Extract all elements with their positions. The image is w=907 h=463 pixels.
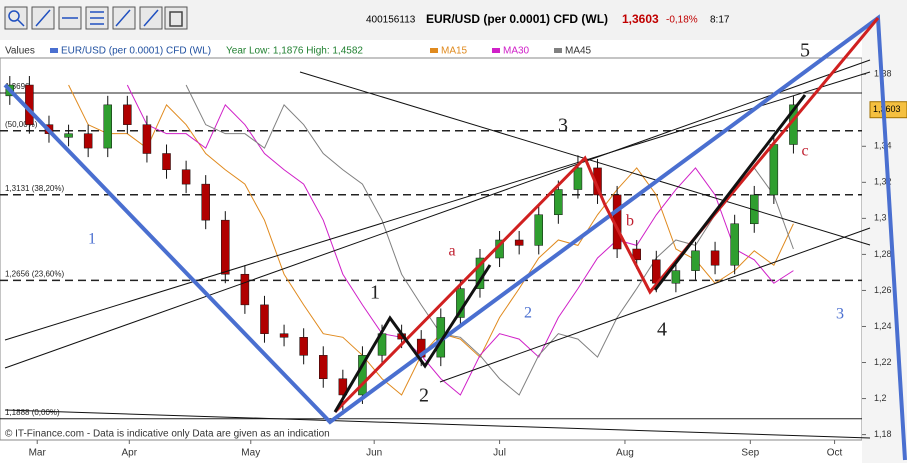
instrument-id: 400156113: [366, 15, 416, 26]
y-tick-label: 1,22: [874, 357, 892, 367]
instrument-name: EUR/USD (per 0.0001) CFD (WL): [426, 12, 608, 26]
legend-title: Values: [5, 46, 35, 57]
header-price: 1,3603: [622, 12, 659, 26]
annotations: 1 2 3 4 5 1 2 3 a b c: [88, 40, 844, 407]
candle-body: [64, 133, 73, 138]
ma-line: [68, 84, 794, 396]
wave-label: a: [448, 243, 455, 260]
wave-label: c: [801, 143, 808, 160]
ma-line: [185, 84, 794, 396]
plot-area: [0, 57, 863, 441]
y-tick-label: 1,28: [874, 249, 892, 259]
candle-body: [123, 104, 132, 125]
legend: Values EUR/USD (per 0.0001) CFD (WL) Yea…: [5, 46, 592, 57]
wave-label: 5: [800, 40, 810, 62]
candle-body: [162, 153, 171, 170]
wave-label: b: [626, 213, 634, 230]
legend-entry: EUR/USD (per 0.0001) CFD (WL): [61, 46, 211, 57]
wave-label: 1: [88, 231, 96, 248]
candle-body: [730, 223, 739, 266]
x-tick-label: May: [241, 448, 260, 459]
level-label-bg: [3, 407, 73, 418]
plot: 1,381,341,321,31,281,261,241,221,21,18Ma…: [0, 69, 907, 459]
level-label: 1,2656 (23,60%): [5, 269, 64, 278]
level-label: 1,1888 (0,00%): [5, 408, 60, 417]
candle-body: [83, 133, 93, 149]
level-label: 1,3131 (38,20%): [5, 184, 64, 193]
x-tick-label: Jun: [366, 448, 382, 459]
wave-label: 2: [524, 305, 532, 322]
legend-swatch: [492, 48, 500, 53]
candle-body: [534, 214, 543, 246]
wave-label: 3: [836, 306, 844, 323]
legend-swatch: [50, 48, 58, 53]
y-tick-label: 1,3: [874, 213, 887, 223]
candle-body: [671, 270, 681, 284]
candle-body: [142, 124, 152, 154]
wave-label: 1: [370, 282, 380, 304]
legend-entry: MA15: [441, 46, 468, 57]
level-label-bg: [3, 183, 73, 194]
candle-body: [632, 248, 641, 261]
level-label-bg: [3, 119, 73, 130]
header-change: -0,18%: [666, 15, 698, 26]
candle-body: [769, 144, 779, 196]
candle-body: [514, 239, 524, 246]
candle-body: [710, 250, 720, 266]
candle-body: [554, 189, 563, 216]
candle-body: [338, 378, 348, 396]
legend-entry: MA30: [503, 46, 530, 57]
wave-label: 4: [657, 319, 667, 341]
x-tick-label: Jul: [493, 448, 506, 459]
wave-label: 2: [419, 385, 429, 407]
y-tick-label: 1,32: [874, 177, 892, 187]
x-tick-label: Mar: [29, 448, 47, 459]
ma-line: [126, 84, 794, 396]
candle-body: [573, 167, 583, 190]
candle-body: [240, 273, 250, 306]
candle-body: [358, 355, 367, 396]
candle-body: [691, 250, 700, 271]
y-tick-label: 1,34: [874, 141, 892, 151]
candle-body: [201, 183, 210, 221]
last-price-label: 1,3603: [873, 104, 901, 114]
legend-entry: MA45: [565, 46, 592, 57]
y-tick-label: 1,24: [874, 321, 892, 331]
candle-body: [103, 104, 112, 149]
candle-body: [181, 169, 191, 185]
y-tick-label: 1,2: [874, 393, 887, 403]
candle-body: [319, 355, 328, 379]
x-tick-label: Aug: [616, 448, 634, 459]
candle-body: [221, 219, 230, 275]
wave-label: 3: [558, 115, 568, 137]
y-tick-label: 1,18: [874, 429, 892, 439]
level-label-bg: [3, 81, 73, 92]
x-tick-label: Sep: [741, 448, 759, 459]
footer: © IT-Finance.com - Data is indicative on…: [5, 429, 330, 440]
candle-body: [260, 304, 269, 334]
header-time: 8:17: [710, 15, 730, 26]
x-tick-label: Oct: [827, 448, 843, 459]
year-range: Year Low: 1,1876 High: 1,4582: [226, 46, 363, 57]
candle-body: [279, 333, 289, 338]
last-price-tag: [869, 101, 907, 119]
x-tick-label: Apr: [122, 448, 138, 459]
legend-swatch: [430, 48, 438, 53]
toolbar-icons: [8, 9, 183, 27]
candle-body: [299, 337, 308, 356]
level-label: (50,00%): [5, 120, 38, 129]
y-tick-label: 1,26: [874, 285, 892, 295]
legend-swatch: [554, 48, 562, 53]
level-label-bg: [3, 269, 73, 280]
level-label: 1,3696: [5, 82, 30, 91]
trend-lines: [3, 14, 907, 461]
